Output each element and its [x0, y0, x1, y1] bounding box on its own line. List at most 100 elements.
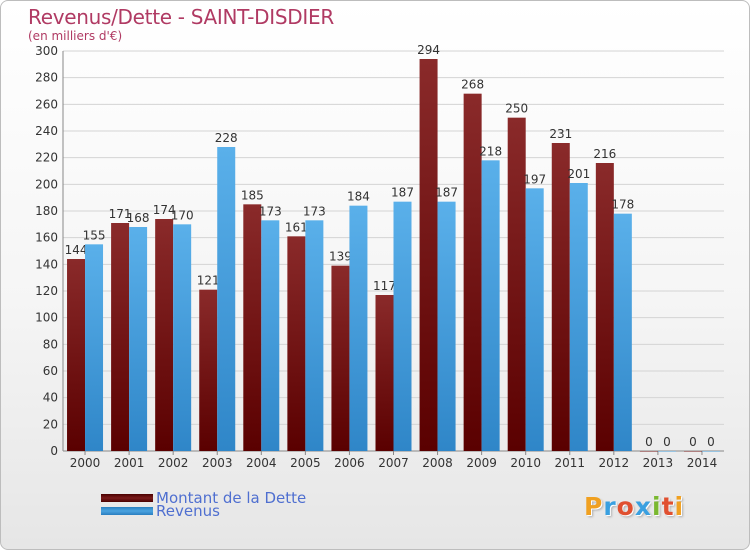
y-tick-label: 120 — [35, 284, 58, 298]
legend-swatch-revenus — [101, 507, 153, 515]
data-label-revenus: 187 — [391, 186, 414, 200]
data-label-revenus: 0 — [663, 435, 671, 449]
logo-letter: i — [674, 492, 685, 521]
y-tick-label: 240 — [35, 124, 58, 138]
bar-revenus — [657, 451, 676, 452]
y-tick-label: 140 — [35, 257, 58, 271]
x-tick-label: 2005 — [290, 456, 321, 470]
bar-dette — [67, 259, 86, 451]
data-label-revenus: 197 — [523, 172, 546, 186]
bar-dette — [463, 93, 482, 452]
data-label-revenus: 187 — [435, 186, 458, 200]
data-label-revenus: 173 — [303, 204, 326, 218]
logo-letter: o — [616, 492, 635, 521]
legend-swatch-dette — [101, 494, 153, 502]
data-label-dette: 161 — [285, 220, 308, 234]
bar-dette — [639, 451, 658, 452]
data-label-dette: 171 — [109, 207, 132, 221]
bar-revenus — [129, 227, 148, 451]
legend-item-revenus: Revenus — [101, 502, 220, 520]
bar-dette — [507, 117, 526, 452]
bar-revenus — [261, 220, 280, 451]
y-tick-label: 220 — [35, 151, 58, 165]
bar-dette — [287, 236, 306, 451]
data-label-dette: 121 — [197, 274, 220, 288]
bar-revenus — [437, 201, 456, 451]
bar-revenus — [217, 147, 236, 451]
data-label-dette: 139 — [329, 250, 352, 264]
bar-dette — [155, 219, 174, 451]
legend-item-dette: Montant de la Dette — [101, 489, 306, 507]
x-tick-label: 2010 — [510, 456, 541, 470]
data-label-dette: 294 — [417, 43, 440, 57]
data-label-dette: 144 — [65, 243, 88, 257]
legend-label-dette: Montant de la Dette — [156, 489, 307, 507]
x-tick-label: 2013 — [643, 456, 674, 470]
logo-letter: t — [661, 492, 675, 521]
x-tick-label: 2004 — [246, 456, 277, 470]
data-label-revenus: 155 — [83, 228, 106, 242]
bar-revenus — [393, 201, 412, 451]
x-tick-label: 2008 — [422, 456, 453, 470]
y-tick-label: 60 — [43, 364, 58, 378]
y-tick-label: 300 — [35, 44, 58, 58]
data-label-revenus: 168 — [127, 211, 150, 225]
x-tick-label: 2006 — [334, 456, 365, 470]
data-label-revenus: 184 — [347, 190, 370, 204]
x-tick-label: 2011 — [554, 456, 585, 470]
bar-revenus — [85, 244, 104, 451]
x-tick-label: 2009 — [466, 456, 497, 470]
bar-dette — [199, 289, 218, 451]
logo-letter: i — [652, 492, 662, 521]
y-tick-label: 20 — [43, 417, 58, 431]
x-tick-label: 2003 — [202, 456, 233, 470]
y-tick-label: 160 — [35, 231, 58, 245]
y-tick-label: 200 — [35, 177, 58, 191]
bar-revenus — [525, 188, 544, 452]
bar-dette — [375, 295, 394, 451]
chart-subtitle: (en milliers d'€) — [28, 29, 123, 43]
data-label-dette: 216 — [593, 147, 616, 161]
y-tick-label: 80 — [43, 337, 58, 351]
proxiti-logo: Proxiti — [584, 492, 684, 521]
y-tick-label: 260 — [35, 97, 58, 111]
x-tick-label: 2007 — [378, 456, 409, 470]
bar-revenus — [569, 183, 588, 451]
x-tick-label: 2002 — [158, 456, 189, 470]
data-label-revenus: 170 — [171, 208, 194, 222]
bar-dette — [331, 265, 350, 451]
data-label-dette: 117 — [373, 279, 396, 293]
data-label-revenus: 178 — [611, 198, 634, 212]
x-tick-label: 2014 — [687, 456, 718, 470]
y-tick-label: 40 — [43, 391, 58, 405]
data-label-revenus: 201 — [567, 167, 590, 181]
y-tick-label: 0 — [50, 444, 58, 458]
bar-dette — [595, 163, 614, 451]
bar-revenus — [173, 224, 192, 451]
logo-letter: P — [584, 492, 604, 521]
x-tick-label: 2000 — [70, 456, 101, 470]
bar-dette — [551, 143, 570, 451]
data-label-revenus: 0 — [707, 435, 715, 449]
y-tick-label: 280 — [35, 71, 58, 85]
data-label-dette: 268 — [461, 78, 484, 92]
bar-dette — [111, 223, 130, 451]
logo-letter: r — [603, 492, 617, 521]
data-label-revenus: 218 — [479, 144, 502, 158]
data-label-revenus: 173 — [259, 204, 282, 218]
data-label-revenus: 228 — [215, 131, 238, 145]
data-label-dette: 185 — [241, 188, 264, 202]
bar-revenus — [613, 213, 632, 451]
bar-dette — [683, 451, 702, 452]
bar-revenus — [305, 220, 324, 451]
x-tick-label: 2012 — [599, 456, 630, 470]
y-tick-label: 100 — [35, 311, 58, 325]
chart-title: Revenus/Dette - SAINT-DISDIER — [28, 5, 334, 29]
data-label-dette: 174 — [153, 203, 176, 217]
bar-dette — [419, 59, 438, 451]
bar-revenus — [349, 205, 368, 451]
bar-revenus — [701, 451, 720, 452]
data-label-dette: 231 — [549, 127, 572, 141]
